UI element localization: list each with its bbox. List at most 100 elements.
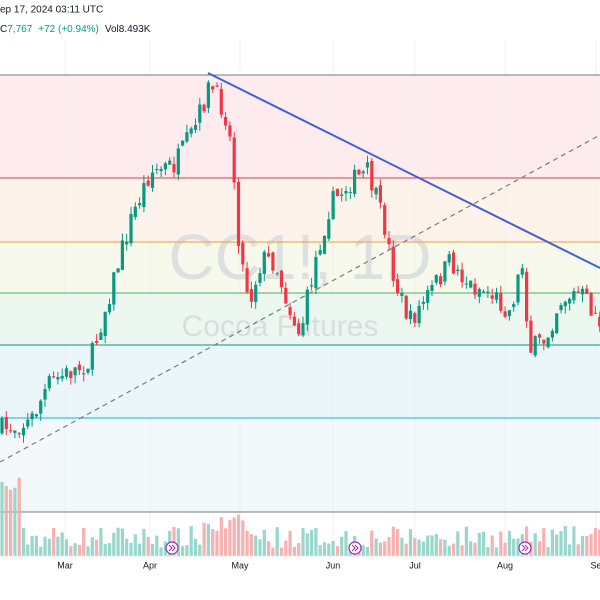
candle-body <box>64 368 69 377</box>
volume-bar <box>52 528 56 556</box>
candle-body <box>159 169 163 171</box>
trend-line <box>207 72 600 269</box>
candle-body <box>430 284 434 291</box>
candle-body <box>404 295 408 319</box>
volume-bar <box>26 544 30 556</box>
candle-body <box>120 240 124 270</box>
volume-bar <box>262 529 266 556</box>
volume-bar <box>456 531 460 556</box>
volume-bar <box>344 531 348 556</box>
candle-body <box>198 104 202 123</box>
volume-bar <box>533 533 537 556</box>
volume-bar <box>443 539 447 556</box>
volume-bar <box>138 543 142 556</box>
candle-body <box>163 163 167 170</box>
volume-bar <box>318 545 322 556</box>
volume-bar <box>430 535 434 556</box>
volume-bar <box>224 528 228 556</box>
candle-body <box>417 305 421 324</box>
candle-body <box>26 419 30 427</box>
candle-body <box>112 272 116 305</box>
change: +72 (+0.94%) <box>38 24 99 35</box>
volume-bar <box>176 528 180 556</box>
volume-bar <box>219 517 223 556</box>
candle-body <box>322 235 327 254</box>
candle-body <box>525 271 529 322</box>
candle-body <box>469 280 473 288</box>
volume-bar <box>507 530 511 556</box>
volume-bar <box>580 536 585 556</box>
volume-bar <box>185 545 189 556</box>
volume-bar <box>133 534 137 556</box>
candle-body <box>559 305 563 311</box>
candle-body <box>34 414 38 417</box>
volume-bar <box>447 545 451 556</box>
month-label: Mar <box>57 560 73 570</box>
candle-body <box>202 104 206 112</box>
volume-bar <box>499 531 503 556</box>
candle-body <box>439 276 443 285</box>
candle-body <box>56 377 60 380</box>
event-icon-arrow <box>351 544 359 552</box>
volume-bar <box>559 531 563 556</box>
month-label: Se <box>590 560 600 570</box>
volume-bar <box>464 526 468 556</box>
volume-bar <box>236 514 241 556</box>
candle-body <box>215 85 219 87</box>
volume-bar <box>142 528 146 556</box>
volume-bar <box>550 529 554 556</box>
candle-body <box>426 290 430 303</box>
volume-bar <box>490 535 494 556</box>
volume-bar <box>516 538 520 556</box>
volume-bar <box>408 529 413 556</box>
candle-body <box>224 117 228 126</box>
volume-bar <box>206 523 210 556</box>
candle-body <box>451 252 456 274</box>
candle-body <box>499 293 503 311</box>
volume-bar <box>378 542 382 556</box>
candle-body <box>21 427 26 436</box>
candle-body <box>271 252 275 271</box>
close-label: C <box>0 24 7 35</box>
month-label: May <box>231 560 249 570</box>
volume-bar <box>258 539 262 556</box>
candle-body <box>314 256 318 289</box>
candle-body <box>90 342 94 370</box>
volume-bar <box>576 544 580 556</box>
event-icon-arrow <box>521 544 529 552</box>
volume-bar <box>82 528 86 556</box>
close-value: 7,767 <box>7 24 32 35</box>
fib-band <box>0 418 600 512</box>
volume-bar <box>254 535 258 556</box>
candle-body <box>400 292 404 296</box>
volume-bar <box>47 538 51 556</box>
candle-body <box>95 340 99 344</box>
volume-bar <box>202 522 206 556</box>
candle-body <box>460 269 464 283</box>
volume-bar <box>598 529 600 556</box>
candle-body <box>486 291 490 293</box>
candle-body <box>133 206 137 218</box>
candle-body <box>353 169 357 194</box>
candle-body <box>387 237 391 245</box>
candle-body <box>331 191 335 220</box>
candle-body <box>30 413 34 420</box>
volume-bar <box>555 534 559 556</box>
candle-body <box>73 367 77 376</box>
candle-body <box>4 417 8 430</box>
candle-body <box>142 183 146 208</box>
candle-body <box>589 293 593 316</box>
candle-body <box>572 291 576 301</box>
candle-body <box>52 376 56 378</box>
candle-body <box>456 269 460 272</box>
volume-bar <box>279 547 284 556</box>
volume-bar <box>241 520 245 556</box>
volume-bar <box>426 535 430 556</box>
volume-bar <box>34 535 38 556</box>
candle-body <box>172 163 176 173</box>
volume-bar <box>4 486 8 556</box>
volume-bar <box>99 527 103 556</box>
volume-bar <box>297 543 301 556</box>
time-axis <box>0 556 600 600</box>
volume-bar <box>198 544 202 556</box>
